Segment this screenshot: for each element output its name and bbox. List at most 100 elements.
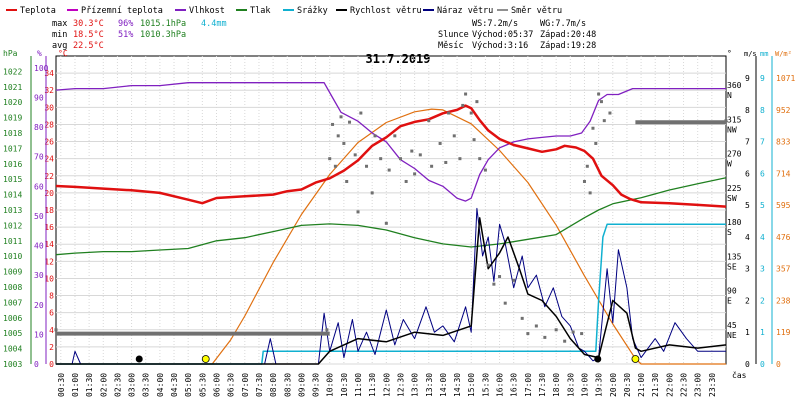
temp-tick-28: 28	[44, 120, 54, 129]
time-tick-1530: 15:30	[481, 373, 490, 397]
mm-tick-3: 3	[760, 265, 765, 274]
time-tick-2330: 23:30	[708, 373, 717, 397]
wm2-tick-833: 833	[776, 138, 791, 147]
time-tick-1700: 17:00	[524, 373, 533, 397]
dir-point-49	[563, 339, 567, 343]
dir-tick-label-NE: NE	[727, 331, 737, 340]
time-tick-2100: 21:00	[637, 373, 646, 397]
press-tick-1013: 1013	[3, 206, 22, 215]
temp-tick-14: 14	[44, 240, 54, 249]
temp-tick-16: 16	[44, 223, 54, 232]
dir-point-43	[512, 278, 516, 282]
dir-unit: °	[727, 49, 732, 58]
time-tick-1330: 13:30	[425, 373, 434, 397]
time-unit: čas	[732, 370, 747, 380]
series-rain	[56, 223, 726, 365]
dir-point-52	[582, 179, 586, 183]
hum-tick-80: 80	[34, 123, 44, 132]
mm-tick-7: 7	[760, 138, 765, 147]
time-tick-1100: 11:00	[354, 373, 363, 397]
time-tick-0900: 09:00	[297, 373, 306, 397]
press-tick-1004: 1004	[3, 345, 22, 354]
mm-tick-2: 2	[760, 296, 765, 305]
press-tick-1008: 1008	[3, 283, 22, 292]
mm-tick-1: 1	[760, 328, 765, 337]
hum-tick-30: 30	[34, 271, 44, 280]
time-tick-1630: 16:30	[510, 373, 519, 397]
dir-point-16	[379, 157, 383, 161]
dir-point-45	[526, 332, 530, 336]
dir-point-21	[404, 179, 408, 183]
max-press: 1015.1hPa	[140, 19, 186, 29]
wm2-tick-952: 952	[776, 106, 791, 115]
wm2-tick-238: 238	[776, 296, 791, 305]
dir-point-32	[461, 103, 465, 107]
dir-tick-90: 90	[727, 287, 737, 296]
temp-tick-2: 2	[49, 343, 54, 352]
moon-label: Měsíc	[438, 41, 464, 51]
dir-point-14	[370, 191, 374, 195]
temp-tick-22: 22	[44, 172, 54, 181]
press-tick-1006: 1006	[3, 314, 22, 323]
time-tick-0930: 09:30	[312, 373, 321, 397]
dir-point-47	[543, 335, 547, 339]
hum-tick-20: 20	[34, 301, 44, 310]
dir-point-13	[365, 164, 369, 168]
time-tick-0430: 04:30	[170, 373, 179, 397]
dir-point-26	[430, 164, 434, 168]
dir-point-27	[438, 141, 442, 145]
temp-tick-34: 34	[44, 69, 54, 78]
dir-point-41	[498, 275, 502, 279]
mm-tick-6: 6	[760, 169, 765, 178]
hum-tick-40: 40	[34, 242, 44, 251]
press-tick-1020: 1020	[3, 98, 22, 107]
press-tick-1021: 1021	[3, 83, 22, 92]
dir-point-44	[520, 316, 524, 320]
legend-label-press: Tlak	[250, 6, 270, 16]
wind-speed-info: WS:7.2m/s	[472, 19, 518, 29]
time-tick-2130: 21:30	[651, 373, 660, 397]
temp-tick-30: 30	[44, 103, 54, 112]
legend: Teplota Přízemní teplota Vlhkost Tlak Srážky…	[6, 6, 562, 16]
dir-point-20	[398, 157, 402, 161]
press-tick-1010: 1010	[3, 252, 22, 261]
dir-point-37	[478, 157, 482, 161]
temp-tick-26: 26	[44, 138, 54, 147]
dir-point-33	[464, 92, 468, 96]
dir-point-0	[54, 328, 58, 332]
time-tick-0700: 07:00	[241, 373, 250, 397]
temp-unit: °C	[58, 49, 68, 58]
hum-tick-0: 0	[34, 360, 39, 369]
mm-tick-4: 4	[760, 233, 765, 242]
time-tick-0400: 04:00	[156, 373, 165, 397]
time-tick-0630: 06:30	[227, 373, 236, 397]
wind-gust-info: WG:7.7m/s	[540, 19, 586, 29]
dir-point-48	[554, 328, 558, 332]
time-tick-1300: 13:00	[411, 373, 420, 397]
ms-tick-5: 5	[745, 201, 750, 210]
time-tick-1400: 14:00	[439, 373, 448, 397]
ms-tick-3: 3	[745, 265, 750, 274]
temp-tick-32: 32	[44, 86, 54, 95]
dir-point-6	[339, 115, 343, 119]
dir-point-8	[345, 179, 349, 183]
wm2-tick-0: 0	[776, 360, 781, 369]
press-tick-1017: 1017	[3, 144, 22, 153]
dir-tick-label-SW: SW	[727, 194, 737, 203]
dir-tick-225: 225	[727, 184, 742, 193]
dir-point-19	[393, 134, 397, 138]
temp-tick-12: 12	[44, 257, 54, 266]
legend-label-temp: Teplota	[20, 6, 56, 16]
dir-point-35	[472, 138, 476, 142]
dir-point-9	[348, 120, 352, 124]
time-tick-2000: 20:00	[609, 373, 618, 397]
dir-point-10	[353, 153, 357, 157]
wm2-tick-119: 119	[776, 328, 791, 337]
press-tick-1022: 1022	[3, 67, 22, 76]
time-tick-0530: 05:30	[198, 373, 207, 397]
dir-point-2	[328, 157, 332, 161]
time-tick-1430: 14:30	[453, 373, 462, 397]
dir-point-60	[608, 111, 612, 115]
dir-tick-180: 180	[727, 218, 742, 227]
